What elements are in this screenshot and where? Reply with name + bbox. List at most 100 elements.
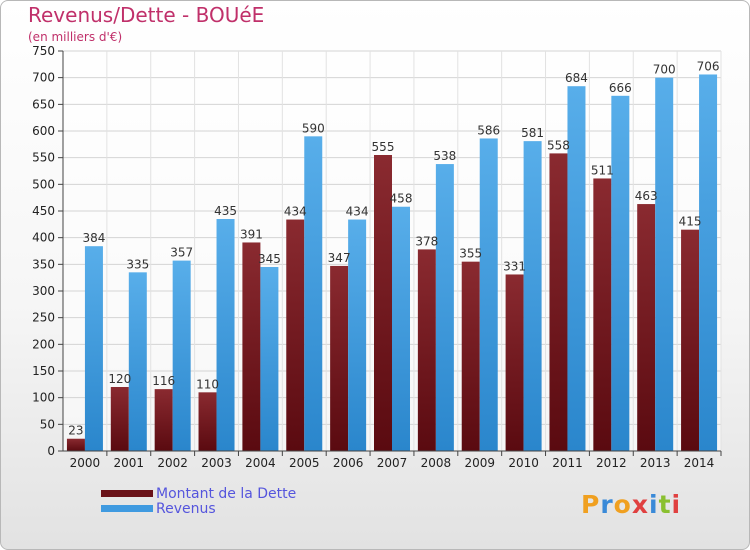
data-label-debt: 110: [196, 377, 219, 391]
x-tick-label: 2004: [245, 456, 276, 470]
logo-letter: P: [581, 490, 601, 519]
data-label-revenue: 586: [477, 123, 500, 137]
logo-letter: x: [631, 490, 649, 519]
data-label-revenue: 706: [697, 59, 720, 73]
y-tick-label: 550: [32, 151, 55, 165]
data-label-debt: 511: [591, 163, 614, 177]
data-label-revenue: 581: [521, 126, 544, 140]
data-label-debt: 558: [547, 138, 570, 152]
axis-layer: 0 50 100 150 200 250 300 350 400 450 500 550 600 650 7…: [32, 44, 722, 470]
data-label-debt: 347: [328, 251, 351, 265]
y-tick-label: 350: [32, 257, 55, 271]
bar-debt: [593, 178, 612, 451]
data-label-revenue: 345: [258, 252, 281, 266]
chart-title: Revenus/Dette - BOUéE: [28, 3, 265, 27]
data-label-debt: 23: [68, 424, 83, 438]
bar-revenue: [699, 74, 718, 451]
y-tick-label: 500: [32, 177, 55, 191]
x-tick-label: 2008: [421, 456, 452, 470]
legend-swatch-debt: [101, 490, 153, 497]
y-tick-label: 600: [32, 124, 55, 138]
data-label-revenue: 384: [82, 231, 105, 245]
legend-swatch-revenue: [101, 505, 153, 512]
data-label-debt: 378: [415, 234, 438, 248]
y-tick-label: 300: [32, 284, 55, 298]
legend-label-debt: Montant de la Dette: [156, 486, 297, 502]
bar-debt: [198, 392, 217, 451]
bar-revenue: [392, 206, 410, 451]
bar-revenue: [260, 267, 279, 451]
data-label-debt: 391: [240, 227, 263, 241]
x-tick-label: 2014: [684, 456, 715, 470]
bar-debt: [505, 274, 524, 451]
x-tick-label: 2001: [114, 456, 145, 470]
data-label-debt: 116: [152, 374, 175, 388]
x-tick-label: 2013: [640, 456, 671, 470]
y-tick-label: 200: [32, 337, 55, 351]
logo-letter: i: [671, 490, 682, 519]
x-tick-label: 2003: [201, 456, 232, 470]
bar-debt: [286, 219, 305, 451]
x-tick-label: 2006: [333, 456, 364, 470]
data-label-debt: 355: [459, 247, 482, 261]
data-label-debt: 463: [635, 189, 658, 203]
data-label-debt: 120: [108, 372, 131, 386]
bar-debt: [374, 155, 392, 451]
bar-revenue: [216, 219, 235, 451]
bar-debt: [330, 265, 349, 451]
bar-revenue: [172, 260, 191, 451]
x-tick-label: 2005: [289, 456, 320, 470]
y-tick-label: 400: [32, 231, 55, 245]
x-tick-label: 2011: [552, 456, 583, 470]
bar-revenue: [84, 246, 103, 451]
data-label-revenue: 434: [346, 205, 369, 219]
proxiti-logo: Proxiti: [581, 490, 681, 519]
x-tick-label: 2009: [464, 456, 495, 470]
bar-debt: [110, 387, 129, 451]
bar-revenue: [479, 138, 498, 451]
data-label-revenue: 538: [433, 149, 456, 163]
data-label-debt: 555: [372, 140, 395, 154]
y-tick-label: 700: [32, 71, 55, 85]
bar-debt: [549, 153, 568, 451]
bar-revenue: [435, 164, 454, 452]
bar-debt: [154, 389, 173, 451]
bar-revenue: [523, 141, 542, 451]
data-label-revenue: 684: [565, 71, 588, 85]
data-label-debt: 331: [503, 259, 526, 273]
bar-debt: [242, 242, 261, 451]
bar-debt: [461, 261, 480, 451]
y-tick-label: 100: [32, 391, 55, 405]
data-label-revenue: 700: [653, 63, 676, 77]
data-label-revenue: 357: [170, 246, 193, 260]
bar-revenue: [655, 77, 674, 452]
y-tick-label: 50: [40, 417, 55, 431]
x-tick-label: 2012: [596, 456, 627, 470]
y-tick-label: 0: [47, 444, 55, 458]
bar-debt: [637, 204, 656, 451]
logo-letter: o: [613, 490, 632, 519]
bar-debt: [681, 229, 700, 451]
bar-revenue: [304, 136, 323, 452]
bars-layer: [66, 74, 718, 452]
x-tick-label: 2007: [377, 456, 408, 470]
data-label-revenue: 458: [390, 192, 413, 206]
data-label-revenue: 335: [126, 257, 149, 271]
x-tick-label: 2010: [508, 456, 539, 470]
bar-debt: [66, 438, 85, 451]
x-tick-label: 2000: [70, 456, 101, 470]
logo-letter: i: [649, 490, 659, 519]
logo-letter: t: [658, 490, 672, 519]
bar-debt: [417, 249, 436, 451]
bar-revenue: [128, 272, 147, 451]
bar-revenue: [567, 86, 586, 451]
bar-revenue: [348, 219, 367, 451]
chart-subtitle: (en milliers d'€): [28, 30, 123, 44]
y-tick-label: 250: [32, 311, 55, 325]
legend-label-revenue: Revenus: [156, 501, 216, 517]
y-tick-label: 750: [32, 44, 55, 58]
y-tick-label: 650: [32, 97, 55, 111]
